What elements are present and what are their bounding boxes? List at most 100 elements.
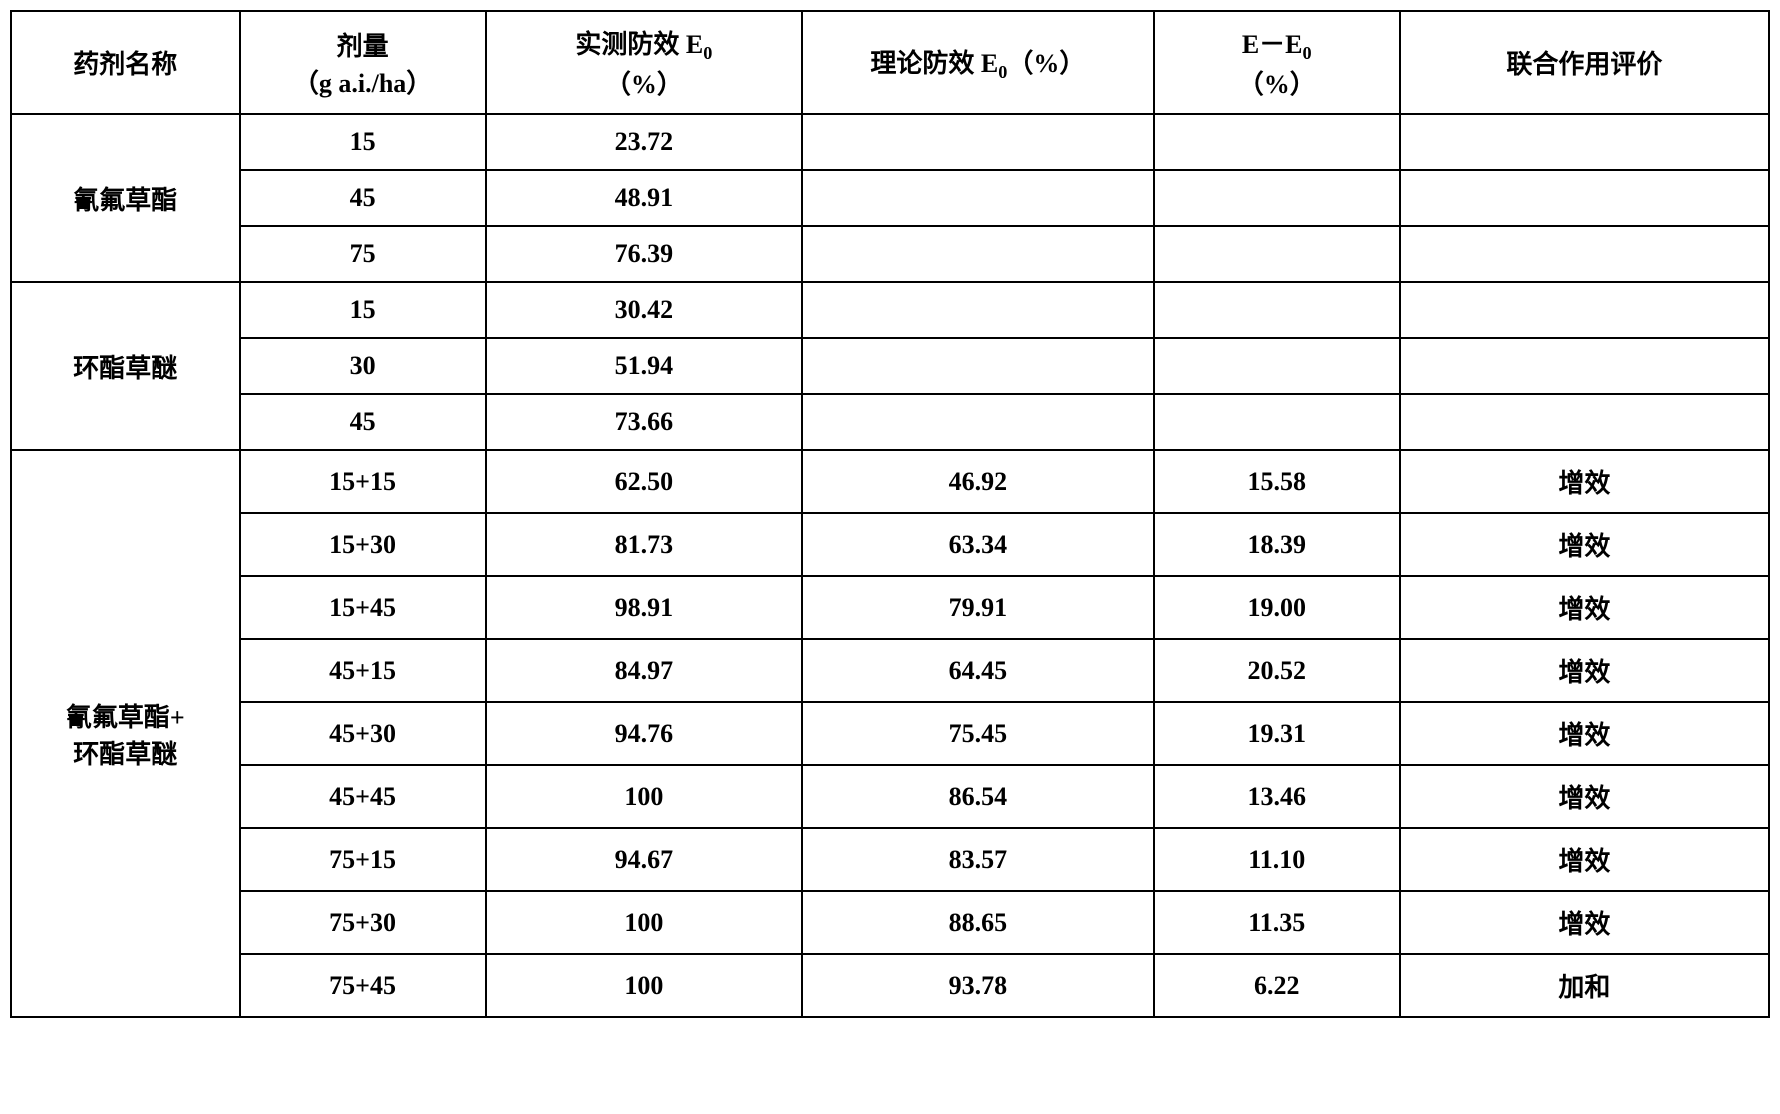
dose-cell: 75+15 <box>240 828 486 891</box>
agent-name-line2: 环酯草醚 <box>73 740 177 769</box>
table-header: 药剂名称 剂量 （g a.i./ha） 实测防效 E0 （%） 理论防效 E0（… <box>11 11 1769 114</box>
eval-cell: 增效 <box>1400 450 1769 513</box>
theoretical-cell <box>802 282 1154 338</box>
theoretical-cell <box>802 114 1154 170</box>
table-row: 75 76.39 <box>11 226 1769 282</box>
dose-cell: 45 <box>240 394 486 450</box>
header-theoretical-line1: 理论防效 E <box>870 49 998 78</box>
observed-cell: 51.94 <box>486 338 802 394</box>
table-row: 45 73.66 <box>11 394 1769 450</box>
table-row: 75+45 100 93.78 6.22 加和 <box>11 954 1769 1017</box>
diff-cell <box>1154 170 1400 226</box>
eval-cell <box>1400 282 1769 338</box>
eval-cell: 增效 <box>1400 702 1769 765</box>
table-body: 氰氟草酯 15 23.72 45 48.91 75 76.39 环酯草醚 <box>11 114 1769 1017</box>
header-evaluation: 联合作用评价 <box>1400 11 1769 114</box>
theoretical-cell: 86.54 <box>802 765 1154 828</box>
agent-name-line1: 氰氟草酯+ <box>66 703 185 732</box>
header-agent-name: 药剂名称 <box>11 11 240 114</box>
agent-name-cell: 氰氟草酯 <box>11 114 240 282</box>
dose-cell: 45+15 <box>240 639 486 702</box>
efficacy-table: 药剂名称 剂量 （g a.i./ha） 实测防效 E0 （%） 理论防效 E0（… <box>10 10 1770 1018</box>
diff-cell: 19.31 <box>1154 702 1400 765</box>
header-observed-line2: （%） <box>605 70 683 99</box>
dose-cell: 45+30 <box>240 702 486 765</box>
eval-cell: 增效 <box>1400 513 1769 576</box>
agent-name-cell: 氰氟草酯+ 环酯草醚 <box>11 450 240 1017</box>
theoretical-cell: 93.78 <box>802 954 1154 1017</box>
eval-cell <box>1400 338 1769 394</box>
table-row: 15+45 98.91 79.91 19.00 增效 <box>11 576 1769 639</box>
agent-name: 氰氟草酯 <box>73 186 177 215</box>
diff-cell: 15.58 <box>1154 450 1400 513</box>
theoretical-cell <box>802 226 1154 282</box>
observed-cell: 62.50 <box>486 450 802 513</box>
observed-cell: 76.39 <box>486 226 802 282</box>
diff-cell: 18.39 <box>1154 513 1400 576</box>
table-row: 氰氟草酯 15 23.72 <box>11 114 1769 170</box>
header-eval-text: 联合作用评价 <box>1506 50 1662 79</box>
table-row: 45+45 100 86.54 13.46 增效 <box>11 765 1769 828</box>
table-row: 45 48.91 <box>11 170 1769 226</box>
theoretical-cell: 63.34 <box>802 513 1154 576</box>
eval-cell: 增效 <box>1400 828 1769 891</box>
header-diff-line2: （%） <box>1238 70 1316 99</box>
diff-cell <box>1154 114 1400 170</box>
header-observed: 实测防效 E0 （%） <box>486 11 802 114</box>
theoretical-cell: 88.65 <box>802 891 1154 954</box>
header-observed-sub: 0 <box>703 43 712 63</box>
table-row: 15+30 81.73 63.34 18.39 增效 <box>11 513 1769 576</box>
diff-cell <box>1154 338 1400 394</box>
diff-cell: 19.00 <box>1154 576 1400 639</box>
dose-cell: 15 <box>240 282 486 338</box>
dose-cell: 15+30 <box>240 513 486 576</box>
diff-cell: 13.46 <box>1154 765 1400 828</box>
theoretical-cell <box>802 394 1154 450</box>
observed-cell: 100 <box>486 765 802 828</box>
observed-cell: 81.73 <box>486 513 802 576</box>
eval-cell: 增效 <box>1400 639 1769 702</box>
agent-name-cell: 环酯草醚 <box>11 282 240 450</box>
header-dose-line1: 剂量 <box>337 32 389 61</box>
eval-cell <box>1400 170 1769 226</box>
theoretical-cell: 83.57 <box>802 828 1154 891</box>
eval-cell <box>1400 226 1769 282</box>
observed-cell: 100 <box>486 954 802 1017</box>
diff-cell: 11.10 <box>1154 828 1400 891</box>
header-dose: 剂量 （g a.i./ha） <box>240 11 486 114</box>
header-name-text: 药剂名称 <box>73 50 177 79</box>
observed-cell: 84.97 <box>486 639 802 702</box>
theoretical-cell: 64.45 <box>802 639 1154 702</box>
observed-cell: 23.72 <box>486 114 802 170</box>
dose-cell: 75 <box>240 226 486 282</box>
header-theoretical-sub: 0 <box>998 62 1007 82</box>
diff-cell: 11.35 <box>1154 891 1400 954</box>
table-row: 环酯草醚 15 30.42 <box>11 282 1769 338</box>
diff-cell <box>1154 394 1400 450</box>
header-dose-line2: （g a.i./ha） <box>293 69 432 98</box>
table-row: 75+15 94.67 83.57 11.10 增效 <box>11 828 1769 891</box>
header-theoretical: 理论防效 E0（%） <box>802 11 1154 114</box>
header-diff-line1: E－E <box>1242 30 1303 59</box>
dose-cell: 45+45 <box>240 765 486 828</box>
header-theoretical-suffix: （%） <box>1007 49 1085 78</box>
observed-cell: 100 <box>486 891 802 954</box>
table-row: 30 51.94 <box>11 338 1769 394</box>
dose-cell: 30 <box>240 338 486 394</box>
dose-cell: 15+45 <box>240 576 486 639</box>
theoretical-cell: 46.92 <box>802 450 1154 513</box>
diff-cell <box>1154 226 1400 282</box>
eval-cell <box>1400 114 1769 170</box>
eval-cell: 增效 <box>1400 765 1769 828</box>
eval-cell: 加和 <box>1400 954 1769 1017</box>
diff-cell: 6.22 <box>1154 954 1400 1017</box>
observed-cell: 94.67 <box>486 828 802 891</box>
eval-cell: 增效 <box>1400 891 1769 954</box>
theoretical-cell <box>802 170 1154 226</box>
observed-cell: 48.91 <box>486 170 802 226</box>
header-diff-sub: 0 <box>1303 43 1312 63</box>
table-row: 45+15 84.97 64.45 20.52 增效 <box>11 639 1769 702</box>
dose-cell: 45 <box>240 170 486 226</box>
observed-cell: 30.42 <box>486 282 802 338</box>
header-row: 药剂名称 剂量 （g a.i./ha） 实测防效 E0 （%） 理论防效 E0（… <box>11 11 1769 114</box>
